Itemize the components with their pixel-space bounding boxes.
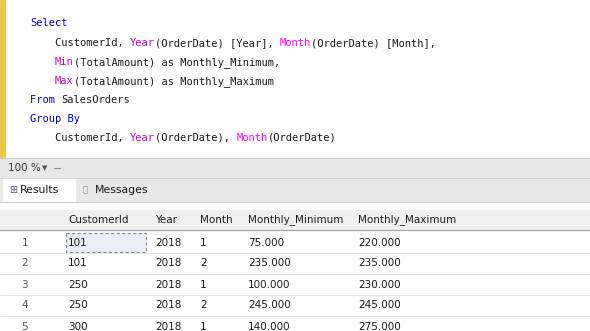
Text: 100.000: 100.000 <box>248 279 290 290</box>
Text: Year: Year <box>130 38 155 48</box>
Text: (OrderDate) [Month],: (OrderDate) [Month], <box>312 38 436 48</box>
Text: Year: Year <box>155 215 177 225</box>
Text: Select: Select <box>30 18 67 28</box>
Text: 300: 300 <box>68 321 88 331</box>
Text: 5: 5 <box>21 321 28 331</box>
Text: 230.000: 230.000 <box>358 279 401 290</box>
Text: 2018: 2018 <box>155 259 181 268</box>
Text: Year: Year <box>130 133 155 143</box>
Text: Monthly_Maximum: Monthly_Maximum <box>358 214 456 225</box>
Bar <box>0 210 590 230</box>
Text: Month: Month <box>200 215 232 225</box>
Text: 245.000: 245.000 <box>248 301 291 310</box>
Text: 1: 1 <box>200 321 206 331</box>
Text: 140.000: 140.000 <box>248 321 291 331</box>
Text: 275.000: 275.000 <box>358 321 401 331</box>
Bar <box>0 202 590 331</box>
Text: From: From <box>30 95 61 105</box>
Text: 2: 2 <box>200 301 206 310</box>
Text: 2: 2 <box>200 259 206 268</box>
Text: CustomerId: CustomerId <box>68 215 129 225</box>
Text: Results: Results <box>20 185 59 195</box>
Text: 2018: 2018 <box>155 238 181 248</box>
Text: (TotalAmount) as Monthly_Minimum,: (TotalAmount) as Monthly_Minimum, <box>74 57 280 68</box>
Text: Messages: Messages <box>95 185 149 195</box>
Bar <box>0 178 590 202</box>
Text: 245.000: 245.000 <box>358 301 401 310</box>
Text: 1: 1 <box>21 238 28 248</box>
Text: (OrderDate): (OrderDate) <box>267 133 336 143</box>
Bar <box>0 158 590 178</box>
Text: (OrderDate),: (OrderDate), <box>155 133 236 143</box>
Text: (TotalAmount) as Monthly_Maximum: (TotalAmount) as Monthly_Maximum <box>74 76 274 87</box>
Text: Group By: Group By <box>30 114 80 124</box>
Text: 1: 1 <box>200 279 206 290</box>
Text: 220.000: 220.000 <box>358 238 401 248</box>
Text: Min: Min <box>55 57 74 67</box>
Text: 75.000: 75.000 <box>248 238 284 248</box>
Text: CustomerId,: CustomerId, <box>30 38 130 48</box>
Bar <box>0 0 5 158</box>
Text: 2018: 2018 <box>155 321 181 331</box>
Text: 2: 2 <box>21 259 28 268</box>
Text: 235.000: 235.000 <box>248 259 291 268</box>
Text: (OrderDate) [Year],: (OrderDate) [Year], <box>155 38 280 48</box>
Text: 250: 250 <box>68 301 88 310</box>
Bar <box>66 233 146 252</box>
Text: 4: 4 <box>21 301 28 310</box>
Bar <box>3 179 75 201</box>
Text: CustomerId,: CustomerId, <box>30 133 130 143</box>
Bar <box>0 0 590 158</box>
Text: 101: 101 <box>68 259 88 268</box>
Text: 100 %: 100 % <box>8 163 41 173</box>
Text: 101: 101 <box>68 238 88 248</box>
Text: ⊞: ⊞ <box>9 185 17 195</box>
Text: 235.000: 235.000 <box>358 259 401 268</box>
Text: ▼: ▼ <box>42 165 47 171</box>
Text: 2018: 2018 <box>155 279 181 290</box>
Text: Month: Month <box>236 133 267 143</box>
Text: 3: 3 <box>21 279 28 290</box>
Text: Monthly_Minimum: Monthly_Minimum <box>248 214 343 225</box>
Text: Max: Max <box>55 76 74 86</box>
Text: SalesOrders: SalesOrders <box>61 95 130 105</box>
Text: Month: Month <box>280 38 312 48</box>
Text: 📄: 📄 <box>83 185 88 195</box>
Text: 2018: 2018 <box>155 301 181 310</box>
Text: 250: 250 <box>68 279 88 290</box>
Text: 1: 1 <box>200 238 206 248</box>
